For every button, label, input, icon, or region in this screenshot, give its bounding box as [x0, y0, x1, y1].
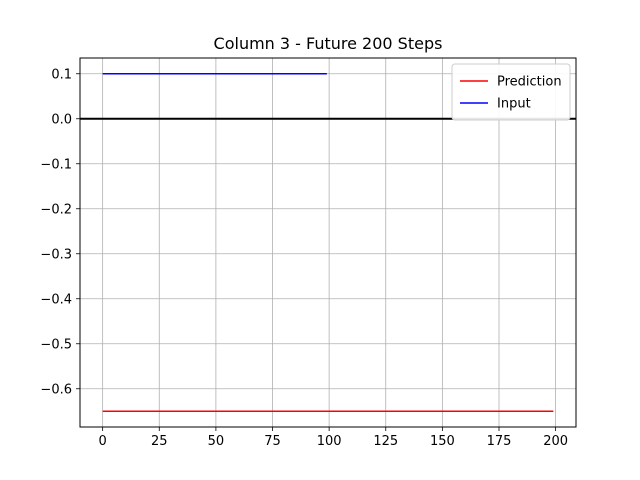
x-tick-label: 175 — [487, 434, 512, 449]
y-tick-label: −0.3 — [40, 247, 72, 262]
y-tick-label: 0.1 — [51, 67, 72, 82]
legend-label-input: Input — [497, 97, 531, 112]
legend-box — [451, 63, 571, 121]
chart-title: Column 3 - Future 200 Steps — [214, 34, 443, 53]
series-group — [102, 72, 554, 413]
ticks: 0 25 50 75 100 125 150 175 200 0.1 0.0 −0.1 −0.2 −0.3… — [40, 67, 568, 449]
y-tick-label: −0.6 — [40, 382, 72, 397]
plot-frame — [79, 57, 577, 428]
y-tick-label: −0.5 — [40, 337, 72, 352]
x-tick-label: 0 — [99, 434, 107, 449]
x-tick-label: 125 — [373, 434, 398, 449]
x-tick-label: 100 — [317, 434, 342, 449]
legend-label-prediction: Prediction — [497, 75, 562, 90]
x-tick-label: 200 — [543, 434, 568, 449]
y-tick-label: −0.2 — [40, 202, 72, 217]
x-tick-label: 150 — [430, 434, 455, 449]
legend: Prediction Input — [451, 63, 571, 121]
x-tick-label: 50 — [208, 434, 225, 449]
y-tick-label: 0.0 — [51, 112, 72, 127]
y-tick-label: −0.4 — [40, 292, 72, 307]
y-tick-label: −0.1 — [40, 157, 72, 172]
x-tick-label: 25 — [151, 434, 168, 449]
x-tick-label: 75 — [264, 434, 281, 449]
